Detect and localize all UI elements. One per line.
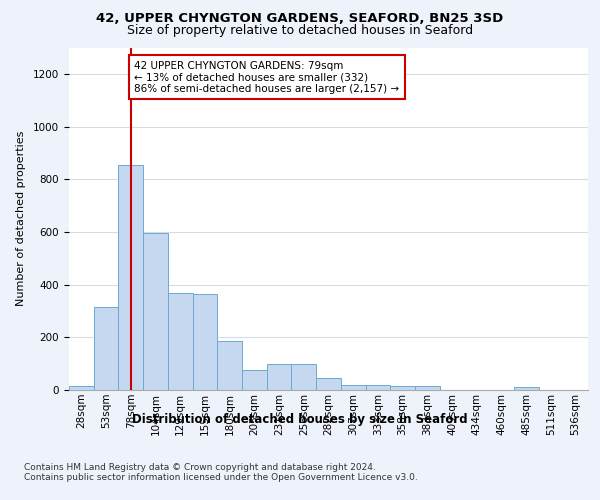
- Text: Size of property relative to detached houses in Seaford: Size of property relative to detached ho…: [127, 24, 473, 37]
- Bar: [316, 378, 341, 390]
- Bar: [118, 164, 143, 390]
- Bar: [514, 388, 539, 390]
- Bar: [168, 292, 193, 390]
- Bar: [217, 342, 242, 390]
- Bar: [341, 384, 365, 390]
- Bar: [267, 364, 292, 390]
- Bar: [292, 364, 316, 390]
- Bar: [390, 386, 415, 390]
- Text: Distribution of detached houses by size in Seaford: Distribution of detached houses by size …: [132, 412, 468, 426]
- Y-axis label: Number of detached properties: Number of detached properties: [16, 131, 26, 306]
- Text: 42 UPPER CHYNGTON GARDENS: 79sqm
← 13% of detached houses are smaller (332)
86% : 42 UPPER CHYNGTON GARDENS: 79sqm ← 13% o…: [134, 60, 400, 94]
- Text: 42, UPPER CHYNGTON GARDENS, SEAFORD, BN25 3SD: 42, UPPER CHYNGTON GARDENS, SEAFORD, BN2…: [97, 12, 503, 26]
- Bar: [365, 384, 390, 390]
- Bar: [94, 307, 118, 390]
- Bar: [69, 386, 94, 390]
- Bar: [242, 370, 267, 390]
- Bar: [143, 233, 168, 390]
- Bar: [415, 386, 440, 390]
- Text: Contains HM Land Registry data © Crown copyright and database right 2024.
Contai: Contains HM Land Registry data © Crown c…: [24, 462, 418, 482]
- Bar: [193, 294, 217, 390]
